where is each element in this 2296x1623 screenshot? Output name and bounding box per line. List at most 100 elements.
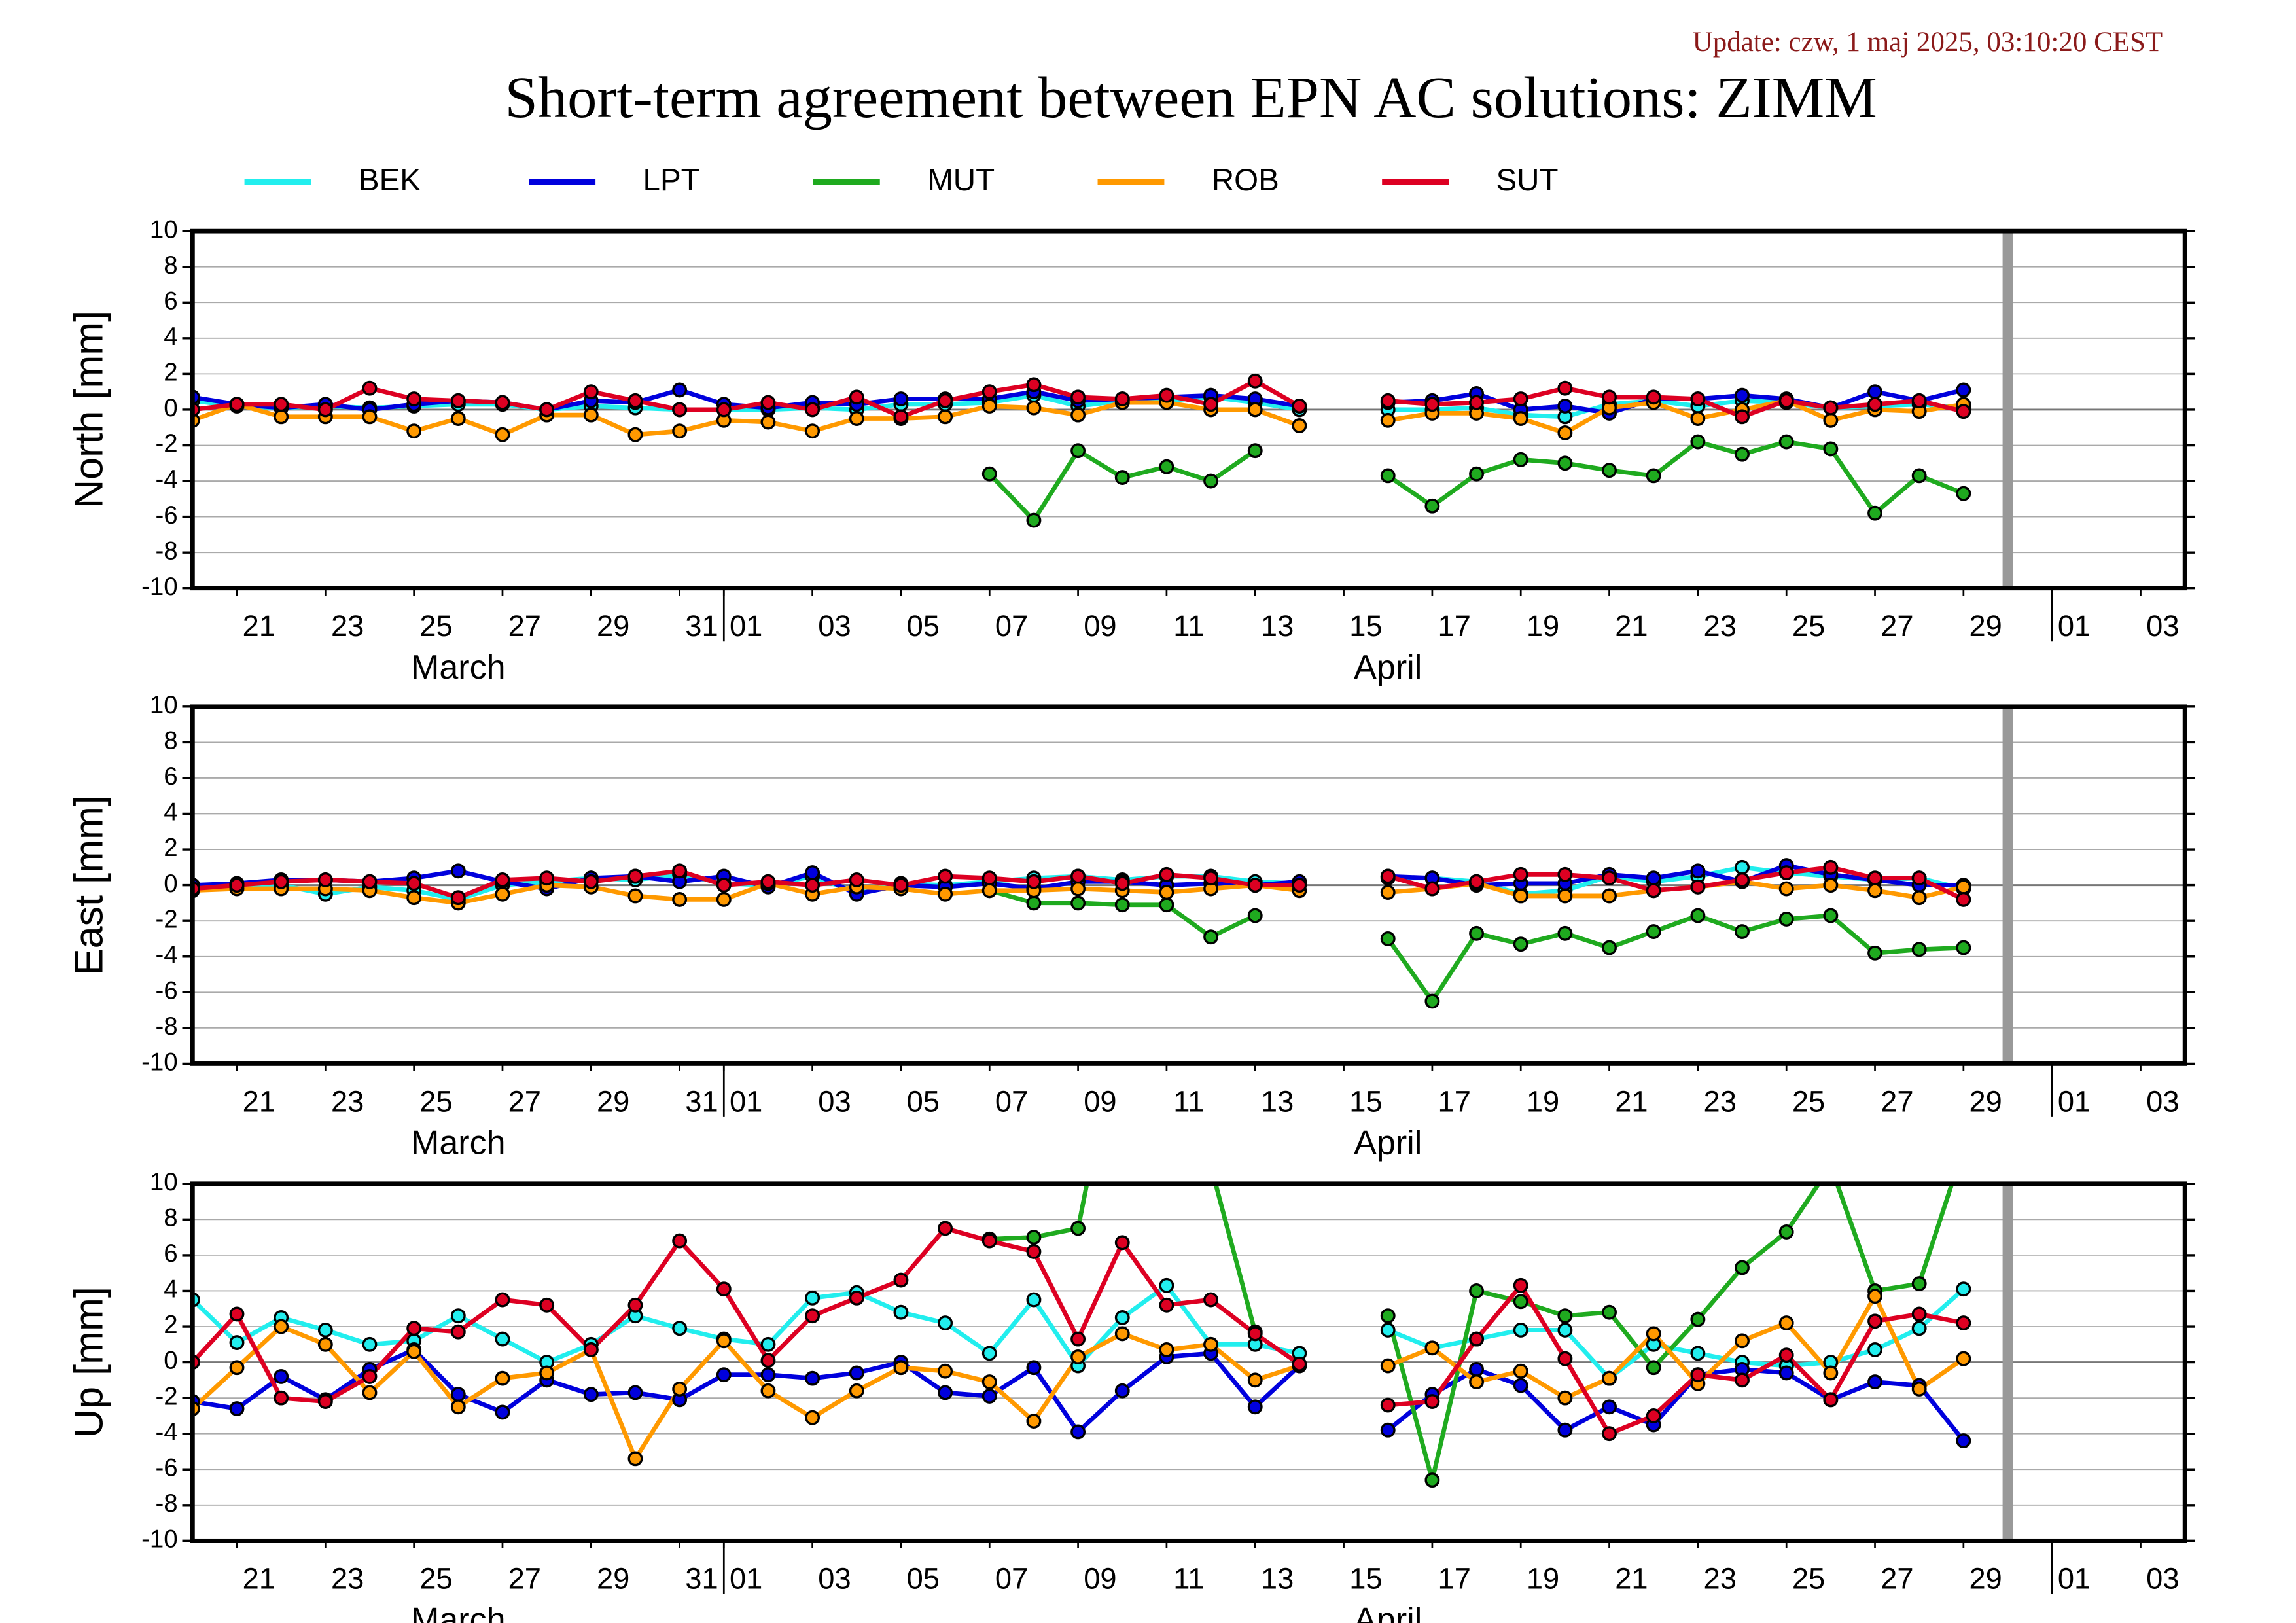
data-point xyxy=(1380,1358,1396,1374)
data-point xyxy=(1867,1289,1882,1304)
data-point xyxy=(1602,870,1617,886)
data-point xyxy=(893,1360,909,1376)
data-point xyxy=(1557,1323,1573,1338)
data-point xyxy=(1203,1292,1219,1308)
x-tick-label: 03 xyxy=(2146,609,2179,643)
data-point xyxy=(672,1321,688,1336)
data-point xyxy=(1380,868,1396,884)
data-point xyxy=(1956,1351,1971,1366)
data-point xyxy=(1380,468,1396,484)
data-point xyxy=(495,872,510,887)
data-point xyxy=(362,1336,378,1352)
data-point xyxy=(317,402,333,418)
data-point xyxy=(1513,411,1528,427)
y-tick-label: -4 xyxy=(155,941,177,969)
x-tick-label: 29 xyxy=(1969,609,2002,643)
x-tick-label: 31 xyxy=(685,1084,718,1118)
y-tick-label: 8 xyxy=(164,727,177,755)
data-point xyxy=(1159,459,1174,474)
data-point xyxy=(1911,393,1927,408)
data-point xyxy=(1557,1390,1573,1406)
data-point xyxy=(1469,395,1484,410)
data-point xyxy=(1823,400,1839,416)
data-point xyxy=(1867,1374,1882,1390)
legend-label: ROB xyxy=(1212,163,1279,198)
data-point xyxy=(1114,470,1130,486)
y-tick-label: -6 xyxy=(155,976,177,1005)
data-point xyxy=(1292,399,1307,414)
data-point xyxy=(981,384,997,400)
data-point xyxy=(1557,925,1573,941)
y-tick-label: 10 xyxy=(150,691,178,719)
data-point xyxy=(406,890,422,906)
x-tick-label: 23 xyxy=(331,1561,364,1595)
data-point xyxy=(1070,1331,1086,1347)
x-tick-label: 23 xyxy=(331,1084,364,1118)
data-point xyxy=(450,1308,466,1324)
data-point xyxy=(317,1394,333,1410)
x-tick-label: 27 xyxy=(508,1084,541,1118)
data-point xyxy=(1203,397,1219,412)
data-point xyxy=(1690,908,1706,923)
data-point xyxy=(1114,897,1130,913)
data-point xyxy=(1557,1351,1573,1366)
plot-frame xyxy=(190,228,2187,591)
y-tick-label: 10 xyxy=(150,1168,178,1196)
data-point xyxy=(849,1290,864,1306)
x-tick-label: 03 xyxy=(818,609,851,643)
data-point xyxy=(1778,912,1794,927)
x-tick-label: 03 xyxy=(2146,1561,2179,1595)
data-point xyxy=(672,382,688,398)
data-point xyxy=(1380,393,1396,408)
data-point xyxy=(362,874,378,889)
data-point xyxy=(938,1363,953,1379)
data-point xyxy=(1070,1221,1086,1236)
series-line xyxy=(192,1294,1965,1461)
y-tick-label: 2 xyxy=(164,834,177,862)
legend-label: BEK xyxy=(359,163,421,198)
x-tick-label: 15 xyxy=(1349,1561,1382,1595)
data-point xyxy=(362,409,378,425)
y-tick-label: -8 xyxy=(155,1012,177,1041)
data-point xyxy=(1957,1141,1969,1154)
x-tick-label: 19 xyxy=(1527,1084,1559,1118)
data-point xyxy=(1469,466,1484,482)
data-point xyxy=(1690,1346,1706,1361)
data-point xyxy=(274,1319,289,1334)
data-point xyxy=(229,878,245,893)
data-point xyxy=(627,888,643,904)
x-tick-label: 21 xyxy=(1615,1561,1648,1595)
data-point xyxy=(1956,892,1971,907)
data-point xyxy=(1160,1070,1173,1082)
data-point xyxy=(1513,1294,1528,1310)
data-point xyxy=(583,874,599,889)
data-point xyxy=(672,863,688,879)
x-tick-label: 23 xyxy=(331,609,364,643)
month-label: April xyxy=(1354,649,1422,687)
data-point xyxy=(1070,868,1086,884)
data-point xyxy=(317,1336,333,1352)
data-point xyxy=(1778,1347,1794,1363)
data-point xyxy=(1778,1224,1794,1240)
data-point xyxy=(1735,924,1750,939)
y-axis-label: Up [mm] xyxy=(67,1287,111,1438)
data-point xyxy=(1070,443,1086,459)
data-point xyxy=(1911,870,1927,886)
data-point xyxy=(1956,879,1971,895)
data-point xyxy=(1513,888,1528,904)
data-point xyxy=(1956,404,1971,419)
data-point xyxy=(1956,1433,1971,1449)
x-tick-label: 07 xyxy=(995,1561,1028,1595)
data-point xyxy=(893,409,909,425)
data-point xyxy=(1735,409,1750,425)
data-point xyxy=(1690,391,1706,407)
data-point xyxy=(274,409,289,425)
data-point xyxy=(1557,380,1573,396)
y-axis-label: North [mm] xyxy=(67,311,111,508)
data-point xyxy=(1557,399,1573,414)
data-point xyxy=(1557,888,1573,904)
data-point xyxy=(450,393,466,408)
data-point xyxy=(406,876,422,891)
legend-label: SUT xyxy=(1496,163,1558,198)
data-point xyxy=(1602,1304,1617,1320)
